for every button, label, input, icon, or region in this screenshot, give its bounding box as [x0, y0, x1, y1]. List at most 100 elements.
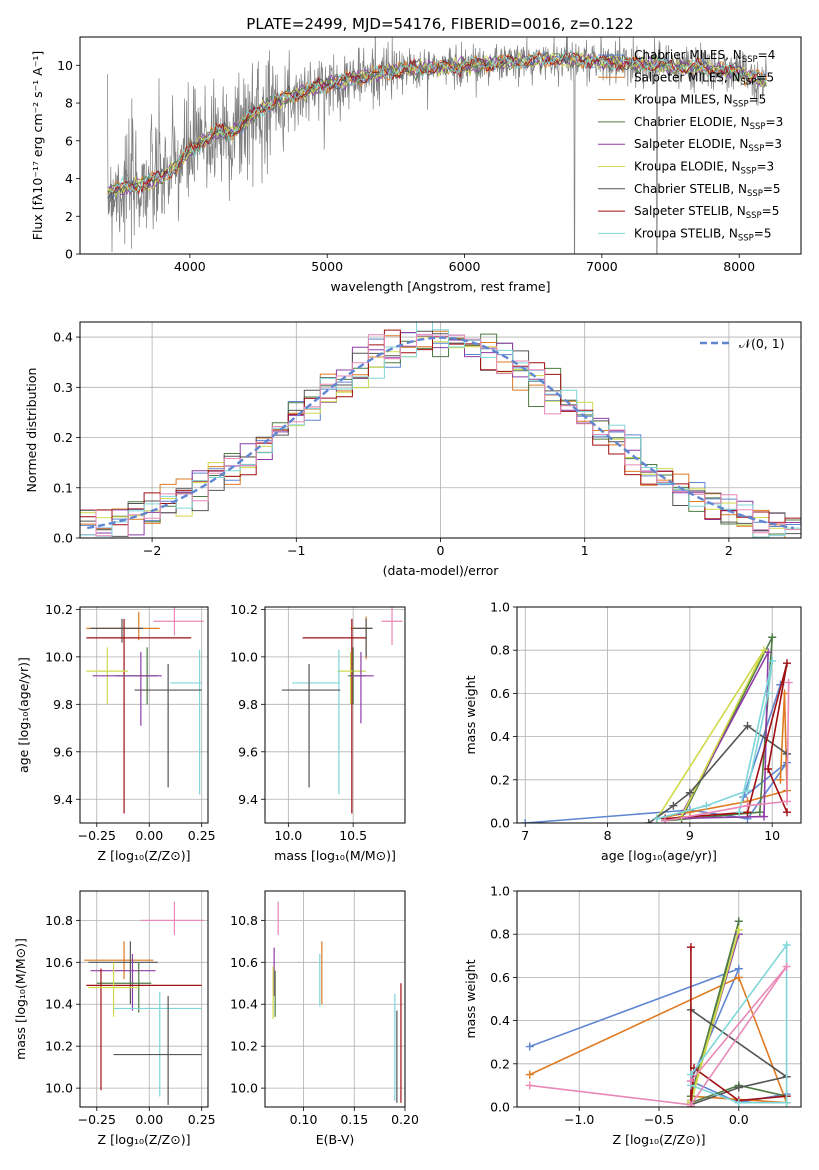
y-tick-label: 0.8: [490, 643, 510, 658]
y-tick-label: 10.6: [230, 955, 258, 970]
axes-frame: [516, 890, 802, 1108]
y-tick-label: 10.0: [45, 1081, 73, 1096]
x-tick-label: −0.25: [78, 828, 116, 843]
x-axis-label: (data-model)/error: [383, 563, 500, 578]
weight-Z-panel: −1.0 −0.5 0.0 0.0 0.2 0.4 0.6 0.8 1.0 Z [log₁₀(Z/…: [463, 884, 802, 1147]
y-tick-label: 9.4: [53, 792, 73, 807]
legend-label: Chabrier STELIB, NSSP=5: [634, 182, 781, 199]
weight-marker: [686, 943, 695, 952]
mass-EBV-panel: 0.10 0.15 0.20 10.0 10.2 10.4 10.6 10.8 E(B-V): [230, 890, 419, 1147]
weight-marker: [734, 925, 743, 934]
weight-marker: [784, 678, 793, 687]
y-tick-label: 4: [65, 171, 73, 186]
x-tick-label: 2: [725, 543, 733, 558]
weight-marker: [525, 1070, 534, 1079]
axes-frame: [264, 890, 406, 1108]
x-tick-label: 0.00: [135, 1112, 163, 1127]
x-tick-label: 9: [686, 828, 694, 843]
weight-marker: [759, 646, 768, 655]
residuals-panel: −2 −1 0 1 2 0.0 0.1 0.2 0.3 0.4 (data-model)/error…: [24, 321, 802, 578]
x-tick-label: 5000: [311, 259, 343, 274]
weight-marker: [734, 973, 743, 982]
weight-marker: [759, 812, 768, 821]
plot-area: [272, 901, 402, 1103]
x-tick-label: −2: [143, 543, 161, 558]
y-tick-label: 9.6: [238, 744, 258, 759]
y-tick-label: 10: [57, 58, 73, 73]
weight-marker: [783, 808, 792, 817]
y-tick-label: 0.6: [490, 970, 510, 985]
histogram-step-line: [80, 333, 801, 538]
y-tick-label: 9.8: [238, 697, 258, 712]
plot-area: [281, 607, 403, 814]
y-axis-label: mass weight: [463, 959, 478, 1038]
x-tick-label: 6000: [449, 259, 481, 274]
plot-area: [521, 633, 793, 823]
legend-label: Salpeter MILES, NSSP=5: [634, 70, 774, 87]
weight-marker: [661, 816, 670, 823]
legend-label: Kroupa ELODIE, NSSP=3: [634, 160, 774, 177]
y-tick-label: 10.2: [45, 602, 73, 617]
plot-area: [86, 607, 204, 814]
x-tick-label: 8: [604, 828, 612, 843]
weight-marker: [764, 689, 773, 698]
axes-frame: [264, 606, 406, 824]
x-tick-label: 1: [581, 543, 589, 558]
x-tick-label: −0.5: [644, 1112, 674, 1127]
x-tick-label: 4000: [174, 259, 206, 274]
x-tick-label: 0.00: [135, 828, 163, 843]
axes-frame: [79, 890, 209, 1108]
x-axis-label: age [log₁₀(age/yr)]: [601, 848, 717, 863]
weight-marker: [669, 801, 678, 810]
x-tick-label: 10: [764, 828, 780, 843]
y-tick-label: 10.2: [230, 1039, 258, 1054]
x-tick-label: 7: [521, 828, 529, 843]
plot-area: [525, 917, 791, 1107]
weight-marker: [734, 917, 743, 926]
legend-label: Kroupa MILES, NSSP=5: [634, 93, 766, 110]
y-tick-label: 0.4: [490, 729, 510, 744]
x-tick-label: −1: [287, 543, 305, 558]
weight-marker: [768, 633, 777, 642]
y-tick-label: 0.4: [53, 330, 73, 345]
x-tick-label: 0.25: [188, 828, 216, 843]
y-tick-label: 0.8: [490, 927, 510, 942]
weight-line: [656, 660, 773, 820]
x-tick-label: 0.0: [729, 1112, 749, 1127]
weight-marker: [764, 765, 773, 773]
y-tick-label: 0: [65, 247, 73, 262]
weight-age-panel: 7 8 9 10 0.0 0.2 0.4 0.6 0.8 1.0 age [log₁₀(age/yr…: [463, 600, 802, 863]
y-tick-label: 9.6: [53, 744, 73, 759]
axes-frame: [79, 36, 802, 255]
x-axis-label: mass [log₁₀(M/M⊙)]: [274, 848, 396, 863]
y-tick-label: 10.0: [230, 649, 258, 664]
y-axis-label: Normed distribution: [24, 368, 39, 493]
legend-label: Chabrier ELODIE, NSSP=3: [634, 115, 783, 132]
y-tick-label: 10.2: [45, 1039, 73, 1054]
age-mass-panel: 10.0 10.5 9.4 9.6 9.8 10.0 10.2 mass [log₁₀(M/M…: [230, 602, 406, 863]
y-tick-label: 0.2: [490, 1056, 510, 1071]
y-tick-label: 9.8: [53, 697, 73, 712]
y-tick-label: 0.3: [53, 380, 73, 395]
x-tick-label: 0.25: [188, 1112, 216, 1127]
legend-label: Chabrier MILES, NSSP=4: [634, 48, 775, 65]
weight-marker: [782, 962, 791, 971]
weight-marker: [525, 1042, 534, 1051]
y-tick-label: 0.0: [490, 816, 510, 831]
weight-line: [690, 929, 740, 1103]
weight-marker: [743, 786, 752, 795]
x-tick-label: 0.15: [340, 1112, 368, 1127]
spectrum-panel: 4000 5000 6000 7000 8000 0 2 4 6 8 10 wavelength [A…: [30, 36, 802, 294]
weight-marker: [783, 659, 792, 668]
weight-line: [665, 682, 790, 822]
weight-marker: [755, 808, 764, 817]
x-tick-label: 7000: [586, 259, 618, 274]
weight-marker: [686, 1100, 695, 1107]
y-axis-label: mass weight: [463, 675, 478, 754]
weight-marker: [783, 797, 792, 806]
y-tick-label: 0.6: [490, 686, 510, 701]
axes-frame: [79, 606, 209, 824]
x-tick-label: 0: [437, 543, 445, 558]
legend-label: Salpeter ELODIE, NSSP=3: [634, 137, 782, 154]
